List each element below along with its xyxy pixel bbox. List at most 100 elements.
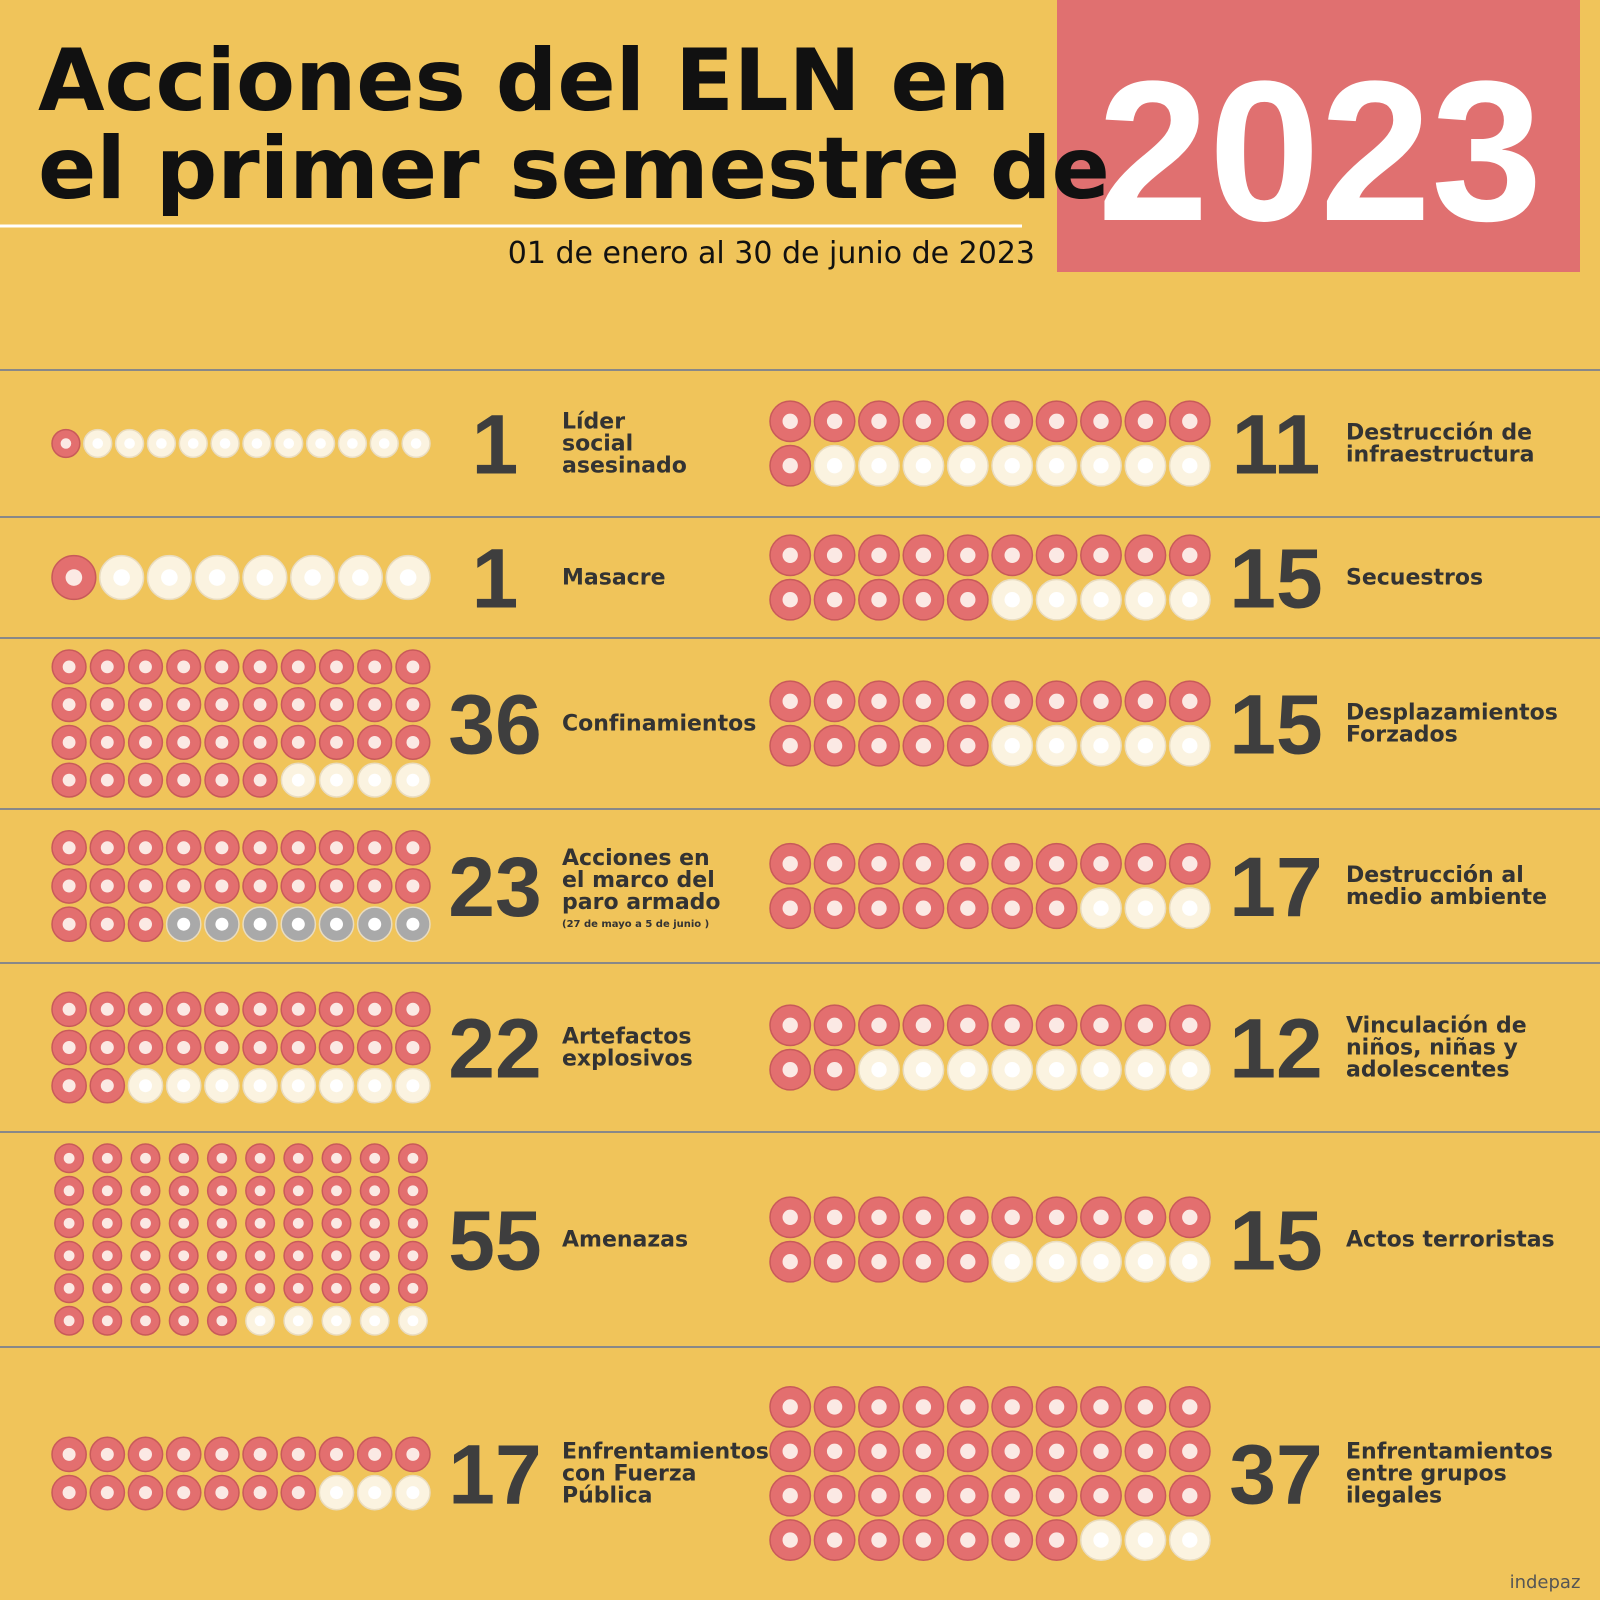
icon-glyph (291, 660, 305, 674)
icon-filled (858, 842, 900, 885)
icon-glyph (1182, 693, 1198, 709)
icon-empty (946, 1048, 989, 1091)
icon-glyph (406, 841, 420, 855)
icon-glyph (1137, 413, 1154, 429)
icon-empty (359, 1305, 390, 1336)
label: Líder (562, 410, 625, 435)
icon-filled (89, 1029, 126, 1066)
icon-glyph (100, 1486, 114, 1500)
icon-glyph (406, 773, 420, 787)
icon-glyph (871, 900, 887, 916)
icon-glyph (1048, 1532, 1065, 1548)
icon-filled (206, 1208, 237, 1239)
icon-filled (858, 1240, 900, 1283)
icon-glyph (368, 1447, 382, 1461)
icon-empty (114, 428, 145, 459)
icon-glyph (407, 1250, 419, 1262)
icon-glyph (960, 693, 976, 709)
title-line: el primer semestre de (38, 119, 1110, 219)
icon-glyph (1004, 458, 1020, 474)
icon-filled (283, 1273, 314, 1304)
icon-empty (356, 1474, 393, 1511)
icon-glyph (826, 1062, 843, 1078)
icon-filled (92, 1175, 123, 1206)
icon-glyph (139, 1447, 152, 1461)
icon-glyph (330, 917, 343, 931)
icon-filled (1124, 400, 1167, 443)
icon-filled (1080, 1196, 1122, 1239)
icon-glyph (1004, 738, 1020, 754)
icon-empty (1080, 444, 1122, 487)
icon-filled (54, 1240, 85, 1271)
icon-glyph (1137, 1399, 1154, 1415)
icon-glyph (399, 569, 417, 586)
icon-filled (395, 829, 431, 866)
icon-empty (1168, 1048, 1211, 1091)
icon-glyph (253, 698, 267, 712)
icon-filled (357, 649, 393, 685)
icon-glyph (915, 547, 932, 563)
icon-filled (769, 578, 812, 621)
icon-empty (280, 762, 316, 798)
icon-glyph (139, 841, 152, 855)
icon-glyph (177, 1041, 191, 1054)
count: 15 (1229, 532, 1322, 626)
icon-glyph (1093, 856, 1109, 872)
icon-glyph (178, 1315, 190, 1327)
title-line: Acciones del ELN en (38, 31, 1010, 131)
icon-filled (1035, 887, 1078, 930)
icon-glyph (254, 1185, 266, 1197)
icon-glyph (291, 917, 305, 931)
icon-filled (51, 906, 87, 943)
icon-filled (242, 868, 278, 904)
icon-glyph (871, 1062, 887, 1078)
icon-filled (769, 1196, 812, 1239)
icon-filled (51, 724, 87, 760)
icon-filled (166, 649, 202, 685)
count: 12 (1229, 1002, 1322, 1096)
icon-glyph (177, 879, 191, 893)
icon-glyph (960, 856, 976, 872)
icon-filled (769, 1430, 812, 1473)
icon-glyph (139, 773, 152, 787)
label: Pública (562, 1484, 653, 1509)
icon-glyph (100, 698, 114, 712)
icon-glyph (1182, 1532, 1198, 1548)
count: 23 (448, 840, 541, 934)
count: 1 (472, 398, 519, 492)
icon-glyph (292, 1315, 304, 1327)
icon-filled (858, 1474, 900, 1517)
icon-empty (1080, 1048, 1122, 1091)
icon-filled (318, 829, 355, 866)
icon-filled (54, 1273, 85, 1304)
icon-filled (165, 1029, 202, 1066)
icon-filled (769, 1519, 812, 1562)
icon-glyph (101, 1282, 113, 1294)
count: 15 (1229, 1194, 1322, 1288)
icon-empty (858, 1048, 900, 1091)
icon-glyph (1093, 413, 1109, 429)
icon-glyph (407, 1152, 419, 1164)
icon-filled (130, 1240, 161, 1271)
icon-glyph (1004, 900, 1020, 916)
icon-glyph (871, 1488, 887, 1504)
icon-filled (1124, 1385, 1167, 1428)
icon-empty (1080, 1240, 1122, 1283)
icon-filled (242, 762, 278, 798)
icon-glyph (960, 1209, 976, 1225)
icon-glyph (254, 1315, 266, 1327)
icon-glyph (330, 735, 343, 749)
icon-glyph (1137, 856, 1154, 872)
icon-glyph (915, 1017, 932, 1033)
icon-filled (356, 1029, 393, 1066)
icon-glyph (100, 879, 114, 893)
icon-glyph (1137, 1017, 1154, 1033)
icon-filled (858, 400, 900, 443)
icon-filled (991, 1474, 1034, 1517)
icon-filled (397, 1143, 428, 1174)
icon-glyph (368, 660, 382, 674)
icon-glyph (216, 1315, 228, 1327)
icon-filled (204, 762, 240, 798)
icon-glyph (826, 1443, 843, 1459)
icon-filled (204, 649, 240, 685)
